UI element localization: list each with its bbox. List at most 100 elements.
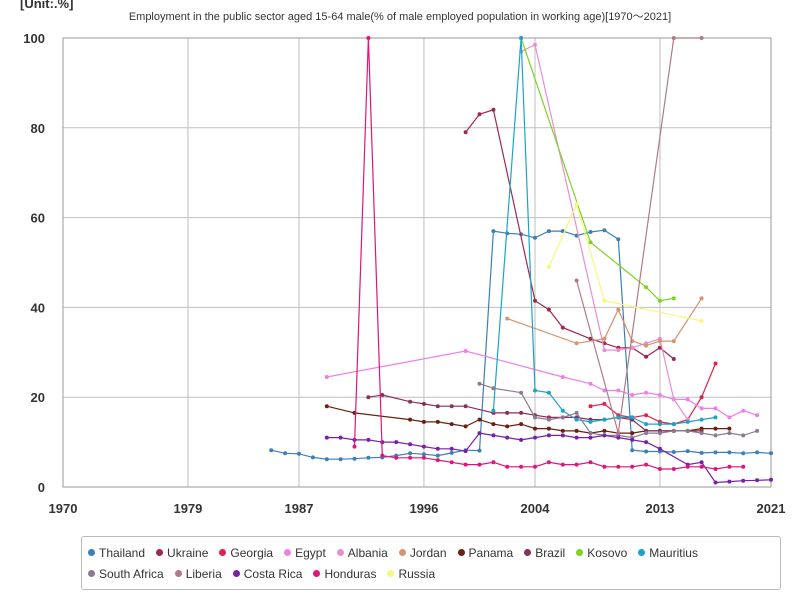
data-point-panama [449, 422, 454, 427]
data-point-south-africa [741, 433, 746, 438]
data-point-honduras [685, 464, 690, 469]
data-point-mauritius [699, 417, 704, 422]
data-point-honduras [366, 36, 371, 40]
data-point-south-africa [546, 417, 551, 422]
legend-item-jordan[interactable]: Jordan [398, 546, 447, 560]
legend-item-egypt[interactable]: Egypt [284, 546, 326, 560]
y-tick-label: 20 [31, 390, 45, 405]
legend-label: Albania [347, 545, 388, 560]
data-point-brazil [421, 401, 426, 406]
data-point-brazil [505, 410, 510, 415]
data-point-georgia [713, 361, 718, 366]
legend-item-albania[interactable]: Albania [336, 545, 388, 560]
legend-swatch [336, 549, 344, 556]
data-point-mauritius [616, 415, 621, 420]
legend-item-ukraine[interactable]: Ukraine [156, 546, 208, 560]
data-point-jordan [602, 336, 607, 341]
legend: Thailand Ukraine Georgia Egypt Albania Jordan… [81, 536, 781, 590]
data-point-honduras [560, 462, 565, 467]
data-point-ukraine [588, 336, 593, 341]
legend-item-kosovo[interactable]: Kosovo [576, 546, 627, 560]
data-point-costa-rica [616, 435, 621, 440]
data-point-jordan [657, 339, 662, 344]
data-point-costa-rica [588, 435, 593, 440]
data-point-egypt [713, 406, 718, 411]
legend-swatch [174, 570, 182, 577]
data-point-honduras [699, 464, 704, 469]
x-tick-label: 2021 [757, 501, 786, 516]
data-point-costa-rica [408, 442, 413, 447]
data-point-honduras [491, 460, 496, 465]
legend-item-costa-rica[interactable]: Costa Rica [232, 566, 303, 581]
x-tick-label: 1979 [173, 501, 202, 516]
data-point-costa-rica [324, 435, 329, 440]
legend-item-mauritius[interactable]: Mauritius [638, 546, 698, 560]
data-point-costa-rica [560, 433, 565, 438]
data-point-thailand [741, 451, 746, 456]
data-point-south-africa [713, 433, 718, 438]
data-point-costa-rica [727, 479, 732, 484]
data-point-thailand [699, 450, 704, 455]
legend-label: Costa Rica [243, 566, 303, 581]
data-point-thailand [269, 448, 274, 453]
data-point-south-africa [644, 431, 649, 436]
legend-item-south-africa[interactable]: South Africa [88, 567, 164, 581]
legend-item-liberia[interactable]: Liberia [174, 567, 222, 581]
data-point-jordan [505, 316, 510, 321]
data-point-south-africa [477, 381, 482, 386]
data-point-liberia [616, 431, 621, 436]
data-point-egypt [560, 375, 565, 379]
data-point-costa-rica [394, 440, 399, 445]
legend-item-honduras[interactable]: Honduras [313, 567, 376, 581]
data-point-honduras [657, 467, 662, 471]
data-point-jordan [699, 296, 704, 301]
legend-label: Ukraine [167, 545, 209, 560]
data-point-mauritius [644, 422, 649, 427]
data-point-south-africa [685, 428, 690, 433]
legend-item-thailand[interactable]: Thailand [88, 546, 145, 560]
data-point-costa-rica [366, 437, 371, 442]
data-point-panama [533, 426, 537, 431]
data-point-costa-rica [491, 433, 496, 438]
legend-swatch [88, 570, 95, 577]
data-point-georgia [699, 395, 704, 400]
data-point-thailand [769, 451, 773, 456]
data-point-panama [602, 428, 607, 433]
data-point-ukraine [546, 307, 551, 312]
chart-title: Employment in the public sector aged 15-… [128, 11, 672, 23]
data-point-thailand [644, 449, 649, 454]
data-point-panama [408, 417, 413, 422]
data-point-costa-rica [463, 449, 468, 454]
data-point-honduras [588, 460, 593, 465]
legend-label: Mauritius [649, 545, 698, 560]
data-point-ukraine [533, 298, 537, 303]
data-point-brazil [519, 410, 524, 415]
legend-item-panama[interactable]: Panama [457, 546, 513, 560]
data-point-costa-rica [741, 478, 746, 483]
legend-label: Honduras [324, 566, 377, 581]
legend-item-russia[interactable]: Russia [387, 567, 435, 581]
data-point-south-africa [588, 431, 593, 436]
data-point-panama [519, 422, 524, 427]
legend-item-georgia[interactable]: Georgia [219, 546, 273, 560]
data-point-panama [630, 431, 635, 436]
data-point-russia [602, 298, 607, 303]
data-point-mauritius [602, 417, 607, 422]
data-point-panama [463, 424, 468, 429]
data-point-thailand [449, 450, 454, 455]
data-point-thailand [310, 455, 315, 460]
plot-frame [62, 37, 772, 488]
data-point-thailand [491, 229, 496, 234]
data-point-kosovo [644, 285, 649, 290]
data-point-panama [505, 424, 510, 429]
data-point-south-africa [533, 415, 537, 420]
data-point-thailand [477, 448, 482, 453]
legend-item-brazil[interactable]: Brazil [524, 546, 565, 560]
data-point-liberia [699, 36, 704, 40]
x-tick-label: 1996 [409, 501, 438, 516]
data-point-brazil [463, 404, 468, 409]
legend-row: South Africa Liberia Costa Rica Honduras Rus… [88, 563, 774, 584]
data-point-mauritius [713, 415, 718, 420]
series-line-mauritius [492, 37, 716, 425]
